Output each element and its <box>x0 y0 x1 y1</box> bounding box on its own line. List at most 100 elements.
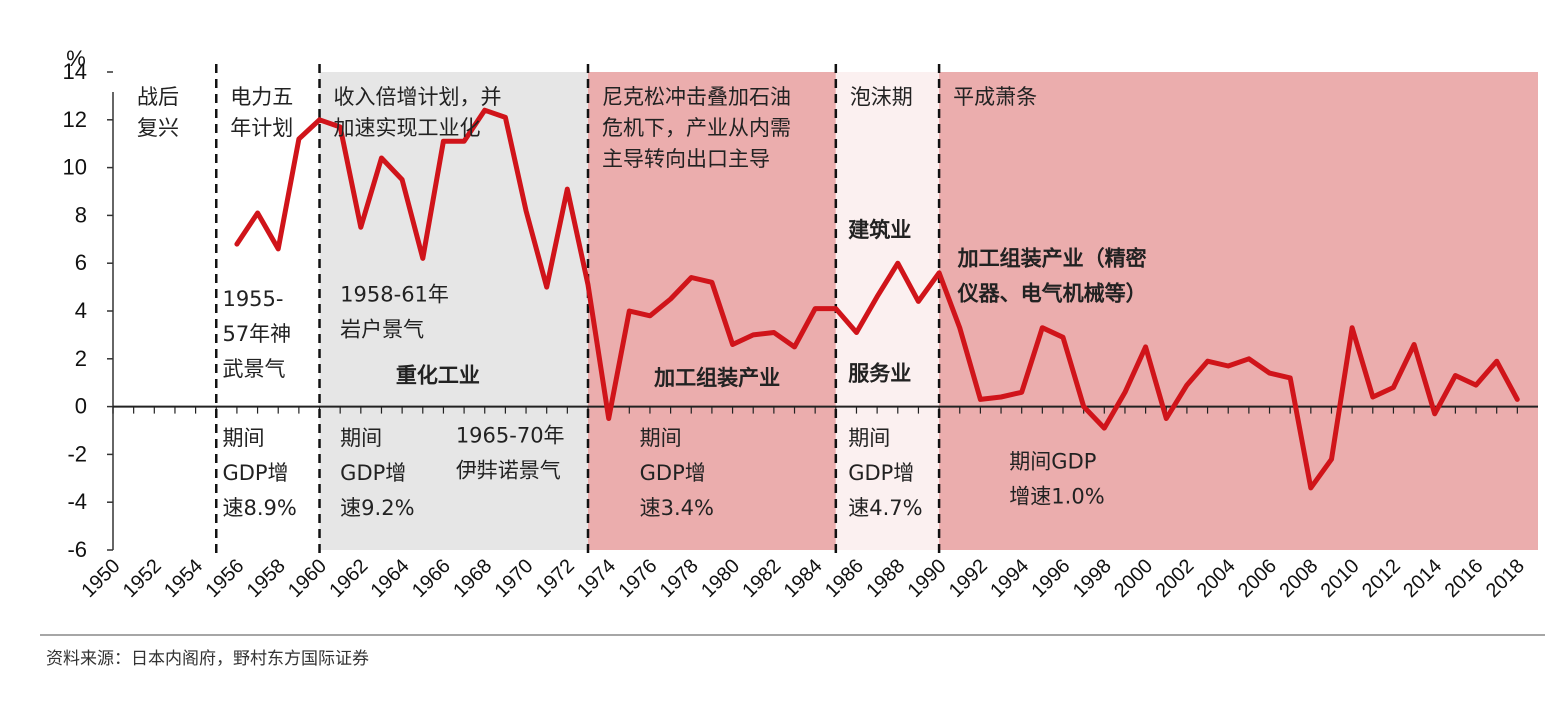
period-title-3: 危机下，产业从内需 <box>602 116 791 140</box>
y-tick-label: 10 <box>63 155 87 180</box>
annotation-10: 速3.4% <box>640 496 714 520</box>
x-tick-label: 1972 <box>532 555 579 602</box>
x-tick-label: 2010 <box>1317 555 1364 602</box>
period-title-4: 泡沫期 <box>850 85 913 109</box>
annotation-0: 57年神 <box>222 322 291 346</box>
period-band-2 <box>319 72 588 550</box>
annotation-6: 仪器、电气机械等） <box>957 282 1147 306</box>
y-tick-label: -6 <box>67 537 87 562</box>
period-title-0: 战后 <box>137 85 179 109</box>
data-point <box>1227 364 1230 368</box>
period-title-1: 年计划 <box>230 116 293 140</box>
period-title-5: 平成萧条 <box>953 85 1037 109</box>
x-tick-label: 1976 <box>614 555 661 602</box>
data-point <box>1412 343 1416 346</box>
annotation-10: GDP增 <box>640 461 706 485</box>
data-point <box>979 398 982 401</box>
data-point <box>710 281 714 284</box>
data-point <box>1206 359 1209 363</box>
data-point <box>1247 357 1251 360</box>
data-point <box>958 326 961 329</box>
data-point <box>1392 386 1395 389</box>
x-tick-label: 1956 <box>201 555 248 602</box>
source-note: 资料来源：日本内阁府，野村东方国际证券 <box>46 649 369 669</box>
data-point <box>524 209 528 212</box>
x-tick-label: 1974 <box>573 555 620 602</box>
x-tick-label: 2006 <box>1234 555 1281 602</box>
annotation-9: 速9.2% <box>340 496 414 520</box>
annotation-4: 建筑业 <box>848 218 911 242</box>
data-point <box>235 242 239 246</box>
data-point <box>648 314 652 317</box>
x-tick-label: 1986 <box>821 555 868 602</box>
period-title-0: 复兴 <box>137 116 179 140</box>
period-dividers <box>215 64 941 556</box>
x-tick-label: 2018 <box>1482 555 1529 602</box>
annotation-9: 期间 <box>340 426 382 450</box>
annotation-8: GDP增 <box>222 461 288 485</box>
annotation-2: 重化工业 <box>396 364 480 388</box>
data-point <box>277 247 280 251</box>
x-tick-label: 1966 <box>408 555 455 602</box>
x-tick-label: 1980 <box>697 555 744 602</box>
annotation-7: 1965-70年 <box>456 423 565 447</box>
y-tick-label: 2 <box>75 346 87 371</box>
x-tick-label: 1984 <box>780 555 827 602</box>
annotation-8: 速8.9% <box>222 496 296 520</box>
x-tick-label: 1952 <box>119 555 166 602</box>
annotation-8: 期间 <box>222 426 264 450</box>
data-point <box>875 295 879 298</box>
y-tick-label: 4 <box>75 298 87 323</box>
annotation-12: 增速1.0% <box>1009 485 1104 509</box>
data-point <box>834 307 838 310</box>
data-point <box>1144 345 1147 349</box>
data-point <box>855 331 858 334</box>
annotation-1: 1958-61年 <box>340 282 449 306</box>
x-tick-label: 1960 <box>284 555 331 602</box>
data-point <box>421 257 424 260</box>
x-tick-label: 1970 <box>491 555 538 602</box>
x-tick-label: 2012 <box>1358 555 1405 602</box>
series-layer <box>234 107 1520 491</box>
data-point <box>1020 391 1023 394</box>
x-tick-label: 2016 <box>1441 555 1488 602</box>
x-tick-label: 1962 <box>325 555 372 602</box>
x-tick-label: 1982 <box>738 555 785 602</box>
x-tick-label: 1950 <box>78 555 125 602</box>
y-tick-label: -4 <box>67 489 87 514</box>
annotation-7: 伊弉诺景气 <box>456 458 561 482</box>
data-point <box>1165 417 1168 420</box>
data-point <box>813 307 817 310</box>
data-point <box>1041 326 1044 329</box>
x-tick-label: 2004 <box>1193 555 1240 602</box>
annotation-0: 武景气 <box>222 357 285 381</box>
data-point <box>669 297 672 301</box>
data-point <box>772 331 776 334</box>
data-point <box>504 116 507 119</box>
y-tick-label: 8 <box>75 202 87 227</box>
x-tick-label: 1954 <box>160 555 207 602</box>
annotation-11: GDP增 <box>848 461 914 485</box>
data-point <box>917 300 920 303</box>
data-point <box>1371 395 1374 399</box>
data-point <box>607 417 610 420</box>
data-point <box>999 395 1003 399</box>
data-point <box>896 262 899 265</box>
data-point <box>566 187 569 191</box>
data-point <box>752 333 755 337</box>
x-tick-label: 1958 <box>243 555 290 602</box>
data-point <box>1433 412 1436 415</box>
x-tick-label: 2000 <box>1110 555 1157 602</box>
data-point <box>442 140 445 143</box>
data-point <box>1185 383 1189 387</box>
data-point <box>1474 383 1478 387</box>
data-point <box>1288 376 1292 380</box>
data-point <box>1495 359 1498 363</box>
period-title-2: 加速实现工业化 <box>334 116 481 140</box>
data-point <box>1082 405 1085 408</box>
x-tick-label: 2002 <box>1151 555 1198 602</box>
period-bands <box>319 72 1538 550</box>
data-point <box>690 276 693 279</box>
data-point <box>628 309 631 313</box>
